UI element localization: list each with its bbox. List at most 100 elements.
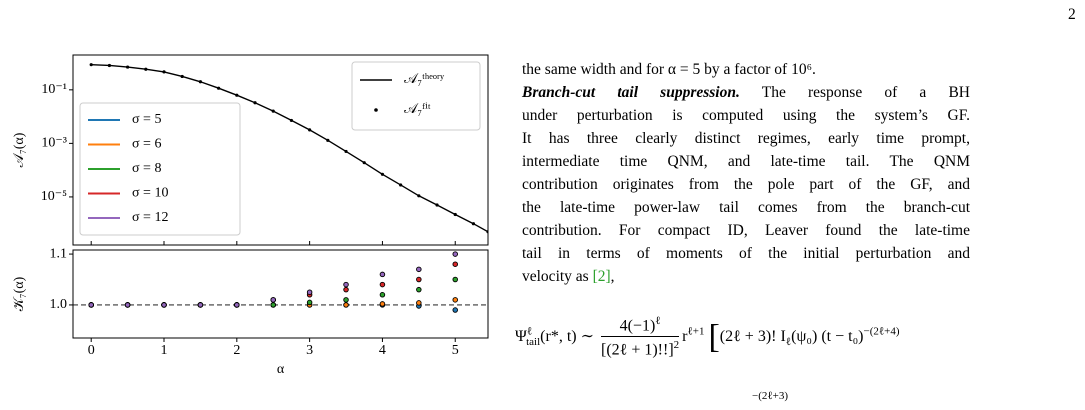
data-point — [89, 63, 93, 67]
data-point — [416, 286, 422, 293]
paragraph-start: Branch-cut tail suppression. The respons… — [522, 83, 970, 103]
plot-area — [89, 63, 488, 234]
data-point — [486, 230, 488, 234]
y-tick-label: 1.0 — [50, 297, 68, 312]
denominator: [(2ℓ + 1)!!]2 — [601, 337, 679, 359]
legend-label: σ = 6 — [132, 137, 161, 152]
text-line: It has three clearly distinct regimes, e… — [522, 130, 970, 147]
text-line: intermediate time QNM, and late-time tai… — [522, 153, 970, 170]
data-point — [124, 302, 131, 308]
text-line: the late-time power-law tail comes from … — [522, 199, 970, 216]
eq-part: 2 — [673, 339, 680, 352]
data-point — [161, 302, 167, 308]
data-point — [379, 281, 386, 288]
data-point — [253, 101, 257, 105]
data-point — [271, 109, 275, 113]
data-point — [343, 302, 349, 308]
legend-box — [351, 61, 481, 131]
data-point — [452, 261, 458, 267]
text-line: the same width and for α = 5 by a factor… — [522, 61, 816, 78]
citation[interactable]: [2] — [592, 268, 611, 285]
legend-label: 𝒜₇ᶠⁱᵗ — [404, 102, 431, 117]
legend-label: σ = 12 — [132, 210, 168, 225]
equation-fragment: −(2ℓ+3) — [752, 390, 789, 402]
eq-part: −(2ℓ+4) — [863, 325, 900, 338]
data-point — [379, 271, 386, 278]
data-point — [234, 302, 240, 308]
plot-area — [88, 251, 458, 313]
eq-part: 4(−1) — [619, 317, 656, 335]
data-point — [343, 281, 349, 288]
data-point — [417, 194, 421, 198]
page-number: 2 — [1068, 6, 1076, 23]
data-point — [198, 80, 203, 84]
data-point — [435, 203, 439, 207]
eq-part: tail — [526, 336, 541, 349]
data-point — [162, 70, 166, 74]
eq-part: Ψ — [515, 328, 527, 345]
data-point — [471, 222, 476, 226]
eq-part: ℓ — [785, 336, 792, 349]
x-tick-label: 0 — [88, 343, 95, 358]
data-point — [270, 302, 276, 308]
y-axis-label: 𝒜₇(α) — [12, 132, 27, 167]
data-point — [217, 86, 221, 90]
data-point — [88, 302, 94, 308]
x-tick-label: 1 — [161, 343, 168, 358]
numerator: 4(−1)ℓ — [601, 315, 680, 338]
text-line: velocity as [2], — [522, 267, 615, 287]
legend-label: 𝒜₇ᵗʰᵉᵒʳʸ — [404, 72, 445, 87]
y-tick-label: 10⁻¹ — [41, 82, 67, 97]
axes-frame — [72, 249, 489, 339]
data-point — [452, 251, 458, 257]
heading: Branch-cut tail suppression. — [522, 84, 740, 101]
text-line: The response of a BH — [739, 84, 970, 101]
y-tick-label: 10⁻⁵ — [41, 189, 67, 204]
data-point — [452, 307, 458, 313]
data-point — [344, 149, 348, 154]
data-point — [144, 67, 148, 71]
data-point — [326, 138, 330, 142]
legend-label: σ = 10 — [132, 186, 168, 201]
legend-label: σ = 5 — [132, 112, 161, 127]
data-point — [379, 292, 386, 298]
text-line: contribution originates from the pole pa… — [522, 176, 970, 193]
y-tick-label: 1.1 — [50, 246, 68, 261]
data-point — [306, 299, 313, 306]
x-axis-label: α — [277, 362, 285, 377]
figure: 10⁻¹ 10⁻³ 10⁻⁵ 𝒜₇(α) 𝒜₇ᵗʰᵉᵒʳʸ 𝒜₇ᶠⁱᵗ 1.0 1.1 0 1 2 3… — [12, 54, 489, 377]
data-point — [306, 289, 313, 295]
legend-swatch — [374, 108, 378, 112]
data-point — [308, 128, 312, 132]
data-point — [197, 302, 204, 308]
legend-box — [79, 102, 241, 236]
axes-frame — [72, 54, 489, 246]
data-point — [399, 183, 403, 187]
y-tick-label: 10⁻³ — [41, 136, 67, 151]
eq-part: ℓ — [655, 315, 661, 327]
eq-part: r — [682, 328, 688, 345]
text-line: under perturbation is computed using the… — [522, 107, 970, 124]
data-point — [362, 161, 366, 165]
data-point — [379, 301, 386, 307]
text-line: tail in terms of moments of the initial … — [522, 245, 970, 262]
data-point — [416, 300, 422, 306]
text: , — [610, 268, 615, 285]
data-point — [416, 266, 422, 273]
data-point — [343, 297, 349, 303]
y-axis-label: 𝒦₇(α) — [12, 276, 27, 311]
data-point — [289, 118, 294, 123]
data-point — [452, 276, 458, 283]
data-point — [452, 297, 458, 303]
data-point — [453, 212, 457, 217]
x-tick-label: 5 — [452, 343, 459, 358]
fraction: 4(−1)ℓ [(2ℓ + 1)!!]2 — [601, 315, 680, 360]
equation: Ψℓtail(r*, t) ∼ 4(−1)ℓ [(2ℓ + 1)!!]2 rℓ+1 … — [515, 315, 900, 360]
text-line: contribution. For compact ID, Leaver fou… — [522, 222, 970, 239]
data-point — [126, 65, 130, 69]
data-point — [380, 172, 385, 176]
text: velocity as — [522, 268, 593, 285]
x-tick-label: 3 — [306, 343, 313, 358]
eq-part: (2ℓ + 3)! I — [719, 328, 786, 345]
